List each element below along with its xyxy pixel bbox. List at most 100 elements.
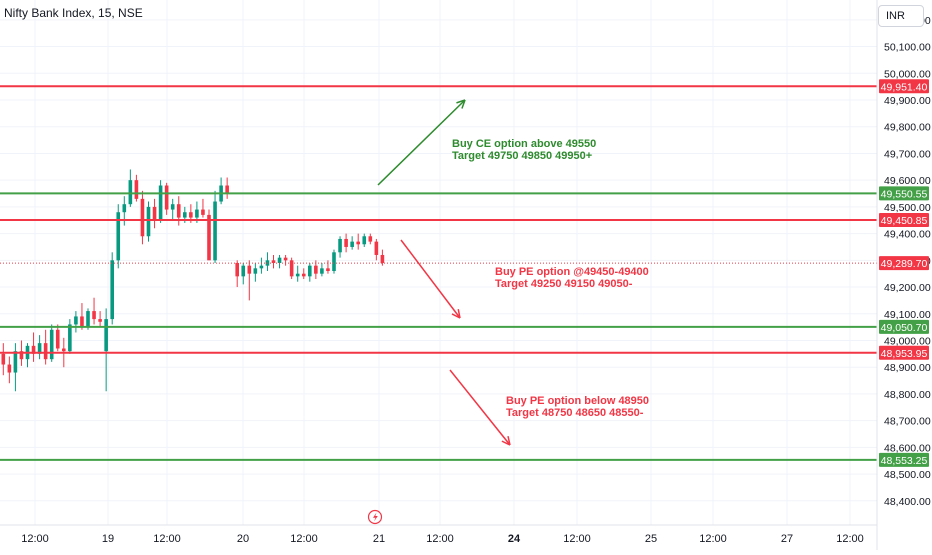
trend-arrow[interactable] xyxy=(449,369,511,446)
candle-body xyxy=(92,311,96,320)
price-level-badge xyxy=(879,213,929,228)
grid-lines xyxy=(0,0,877,525)
price-tick-label: 48,800.00 xyxy=(884,389,931,401)
trend-arrow-head xyxy=(461,99,466,109)
candle-body xyxy=(140,198,145,237)
candle-body xyxy=(98,319,102,322)
candle-body xyxy=(253,268,258,274)
price-tick-label: 49,200.00 xyxy=(884,282,931,294)
candle-body xyxy=(308,265,312,277)
candles xyxy=(1,169,385,392)
candle-body xyxy=(43,343,48,360)
last-price-badge xyxy=(879,256,929,271)
price-level-label: 48,553.25 xyxy=(881,455,928,467)
candle-body xyxy=(314,265,318,274)
candle-body xyxy=(368,236,373,242)
price-axis[interactable]: 48,400.00 48,500.00 48,600.00 48,700.00 48,8… xyxy=(876,0,932,550)
candle-body xyxy=(183,212,187,218)
time-tick-label: 12:00 xyxy=(153,533,181,545)
candle-body xyxy=(31,345,36,354)
price-level-badge xyxy=(879,186,929,201)
annotation-text[interactable]: Target 49250 49150 49050- xyxy=(495,278,633,290)
price-level-badge xyxy=(879,79,929,94)
candle-body xyxy=(207,214,211,261)
candle-body xyxy=(152,206,157,221)
time-tick-label: 19 xyxy=(102,533,114,545)
price-tick-label: 48,700.00 xyxy=(884,416,931,428)
candle-body xyxy=(19,351,24,360)
candle-body xyxy=(289,260,294,277)
candle-body xyxy=(380,254,385,263)
candle-body xyxy=(55,329,60,349)
time-tick-label: 12:00 xyxy=(21,533,49,545)
candle-body xyxy=(344,238,348,247)
candle-body xyxy=(13,351,18,373)
trend-arrow-head xyxy=(456,99,466,104)
trend-arrows[interactable] xyxy=(377,99,511,446)
annotation-text[interactable]: Buy PE option below 48950 xyxy=(506,395,649,407)
price-level-label: 48,953.95 xyxy=(881,348,928,360)
candle-body xyxy=(49,329,54,360)
price-tick-label: 49,100.00 xyxy=(884,309,931,321)
time-tick-label: 20 xyxy=(237,533,249,545)
price-tick-label: 50,000.00 xyxy=(884,68,931,80)
candle-body xyxy=(201,209,205,215)
trend-arrow-head xyxy=(457,309,461,319)
candle-body xyxy=(176,204,181,218)
price-level-label: 49,951.40 xyxy=(881,81,928,93)
candle-body xyxy=(1,353,6,365)
annotation-text[interactable]: Target 49750 49850 49950+ xyxy=(452,150,592,162)
candle-body xyxy=(350,241,354,247)
annotation-text[interactable]: Target 48750 48650 48550- xyxy=(506,407,644,419)
time-tick-label: 21 xyxy=(373,533,385,545)
horizontal-levels[interactable] xyxy=(0,85,877,461)
annotation-text[interactable]: Buy CE option above 49550 xyxy=(452,138,596,150)
price-tick-label: 48,400.00 xyxy=(884,496,931,508)
price-tick-label: 49,000.00 xyxy=(884,335,931,347)
price-tick-label: 49,500.00 xyxy=(884,202,931,214)
price-tick-label: 48,500.00 xyxy=(884,469,931,481)
candle-body xyxy=(247,265,252,274)
price-level-label: 49,450.85 xyxy=(881,215,928,227)
currency-button[interactable]: INR xyxy=(878,5,924,27)
candle-body xyxy=(62,348,66,352)
price-level-label: 49,050.70 xyxy=(881,322,928,334)
trend-arrow[interactable] xyxy=(400,239,461,319)
candle-body xyxy=(195,209,199,218)
price-tick-label: 49,900.00 xyxy=(884,95,931,107)
trend-arrow[interactable] xyxy=(377,99,466,186)
trend-arrow-head xyxy=(501,440,511,446)
trend-arrow-head xyxy=(507,436,511,446)
candle-body xyxy=(80,316,84,328)
time-tick-label: 12:00 xyxy=(426,533,454,545)
candle-body xyxy=(110,260,114,320)
candle-body xyxy=(326,268,330,272)
candle-body xyxy=(283,257,288,261)
annotation-text[interactable]: Buy PE option @49450-49400 xyxy=(495,266,649,278)
candle-body xyxy=(213,201,217,261)
candle-body xyxy=(146,206,151,237)
price-level-badge xyxy=(879,319,929,334)
candle-body xyxy=(374,241,379,255)
price-tick-label: 49,600.00 xyxy=(884,175,931,187)
time-tick-label: 12:00 xyxy=(836,533,864,545)
candle-body xyxy=(189,212,193,218)
candle-body xyxy=(235,262,239,277)
candle-body xyxy=(301,273,306,277)
candle-body xyxy=(74,316,78,325)
candle-body xyxy=(295,273,300,277)
candle-body xyxy=(158,185,163,221)
lightning-bolt xyxy=(373,512,378,522)
price-tick-label: 49,700.00 xyxy=(884,148,931,160)
candle-body xyxy=(356,241,360,245)
time-tick-label: 12:00 xyxy=(290,533,318,545)
candle-body xyxy=(116,212,121,261)
price-level-label: 49,550.55 xyxy=(881,188,928,200)
candle-body xyxy=(86,311,90,328)
event-marker[interactable] xyxy=(367,509,383,525)
time-tick-label: 27 xyxy=(781,533,793,545)
time-axis[interactable]: 12:00 19 12:00 20 12:00 21 12:00 24 12:00 25 12:00… xyxy=(0,524,877,545)
